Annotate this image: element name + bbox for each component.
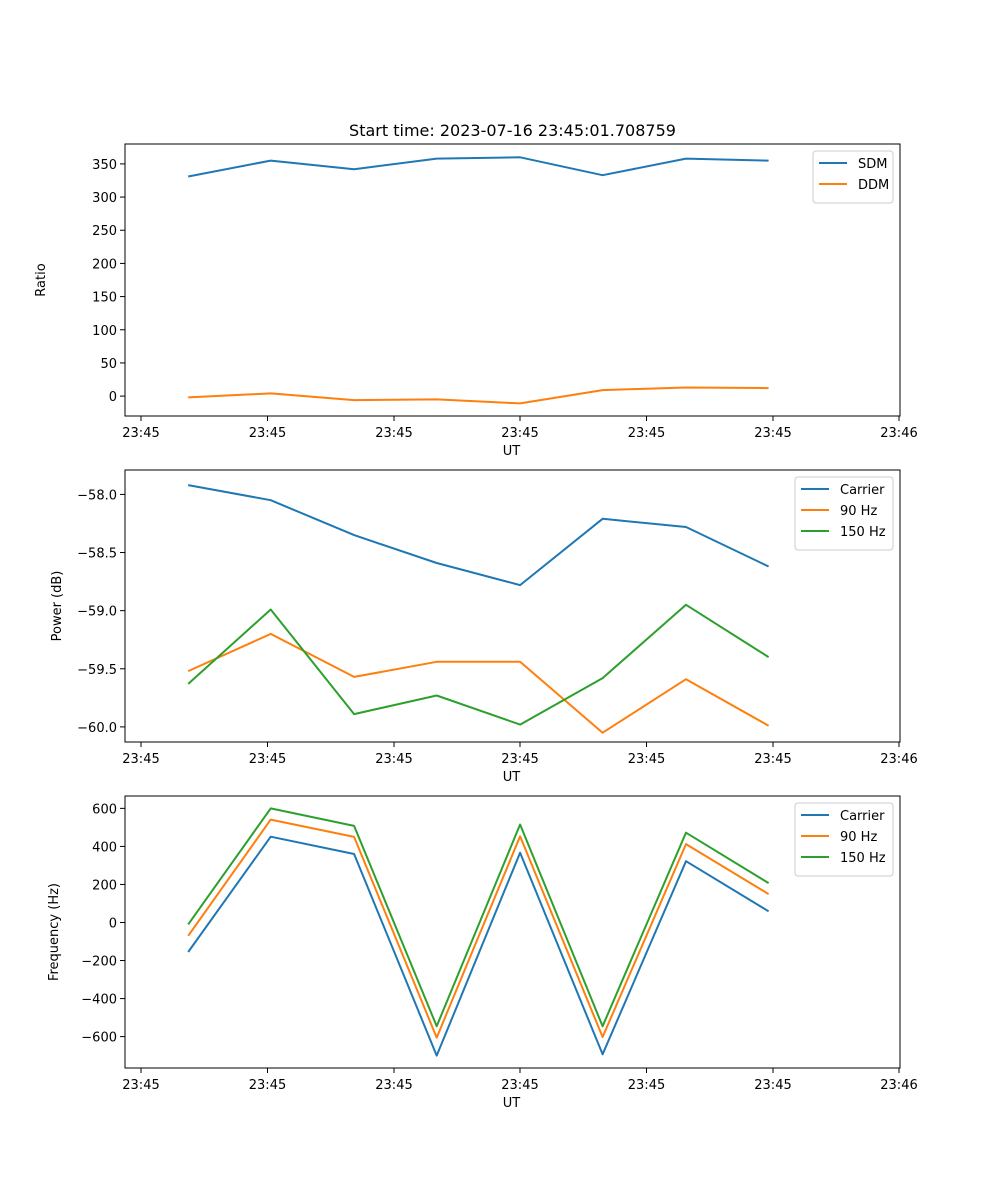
y-tick-label: 150 [92, 291, 117, 306]
y-tick-label: 350 [92, 158, 117, 173]
y-tick-label: −60.0 [77, 721, 117, 736]
legend-label: DDM [858, 178, 889, 193]
y-axis-label: Power (dB) [50, 571, 65, 642]
series-line-sdm [188, 156, 769, 178]
x-tick-label: 23:45 [249, 1078, 286, 1093]
y-axis-label: Ratio [34, 263, 49, 296]
x-axis-label: UT [503, 770, 521, 785]
legend-label: Carrier [840, 809, 885, 824]
x-axis-label: UT [503, 444, 521, 459]
y-tick-label: 600 [92, 802, 117, 817]
legend-label: 90 Hz [840, 830, 877, 845]
y-tick-label: −59.5 [77, 663, 117, 678]
y-tick-label: 250 [92, 224, 117, 239]
legend: Carrier 90 Hz 150 Hz [794, 476, 894, 551]
legend-label: 150 Hz [840, 525, 886, 540]
x-tick-label: 23:45 [628, 426, 665, 441]
y-tick-label: 300 [92, 191, 117, 206]
series-line-90-hz [187, 818, 770, 1039]
y-tick-label: 400 [92, 840, 117, 855]
y-tick-label: 200 [92, 257, 117, 272]
y-tick-label: −600 [81, 1031, 117, 1046]
series-line-carrier [188, 484, 770, 587]
x-axis-label: UT [503, 1096, 521, 1111]
x-tick-label: 23:45 [375, 1078, 412, 1093]
legend-label: 90 Hz [840, 504, 877, 519]
axes-frame [124, 143, 901, 417]
series-line-90-hz [187, 632, 770, 734]
y-tick-label: 100 [92, 324, 117, 339]
y-tick-label: −59.0 [77, 605, 117, 620]
x-tick-label: 23:45 [122, 752, 159, 767]
y-tick-label: 0 [109, 916, 117, 931]
x-tick-label: 23:46 [880, 426, 917, 441]
x-tick-label: 23:45 [375, 752, 412, 767]
x-tick-label: 23:45 [754, 752, 791, 767]
legend-label: 150 Hz [840, 851, 886, 866]
x-tick-label: 23:45 [754, 426, 791, 441]
axes-frame [124, 795, 901, 1069]
x-tick-label: 23:45 [501, 1078, 538, 1093]
chart-title: Start time: 2023-07-16 23:45:01.708759 [349, 121, 676, 140]
x-tick-label: 23:45 [249, 752, 286, 767]
x-tick-label: 23:45 [122, 1078, 159, 1093]
y-tick-label: 0 [109, 390, 117, 405]
y-axis-label: Frequency (Hz) [47, 883, 62, 981]
y-tick-label: 50 [100, 357, 117, 372]
series-line-150-hz [187, 603, 770, 726]
legend: SDM DDM [812, 150, 894, 204]
y-tick-label: −58.0 [77, 488, 117, 503]
x-tick-label: 23:45 [501, 426, 538, 441]
x-tick-label: 23:45 [628, 752, 665, 767]
x-tick-label: 23:45 [375, 426, 412, 441]
x-tick-label: 23:45 [628, 1078, 665, 1093]
x-tick-label: 23:45 [122, 426, 159, 441]
panel-2: 23:45 23:45 23:45 23:45 23:45 23:45 23:46 −60.0… [50, 469, 918, 785]
series-line-carrier [187, 835, 770, 1057]
x-tick-label: 23:45 [249, 426, 286, 441]
y-tick-label: −58.5 [77, 547, 117, 562]
legend: Carrier 90 Hz 150 Hz [794, 802, 894, 877]
series-line-ddm [188, 386, 769, 405]
y-tick-label: 200 [92, 878, 117, 893]
panel-1: 23:45 23:45 23:45 23:45 23:45 23:45 23:46 0 50 10… [34, 121, 918, 459]
axes-frame [124, 469, 901, 743]
x-tick-label: 23:46 [880, 752, 917, 767]
x-tick-label: 23:46 [880, 1078, 917, 1093]
y-tick-label: −400 [81, 993, 117, 1008]
y-tick-label: −200 [81, 955, 117, 970]
series-line-150-hz [187, 807, 770, 1028]
panel-3: 23:45 23:45 23:45 23:45 23:45 23:45 23:46 −600 −… [47, 795, 918, 1111]
legend-label: SDM [858, 157, 887, 172]
x-tick-label: 23:45 [501, 752, 538, 767]
x-tick-label: 23:45 [754, 1078, 791, 1093]
legend-label: Carrier [840, 483, 885, 498]
